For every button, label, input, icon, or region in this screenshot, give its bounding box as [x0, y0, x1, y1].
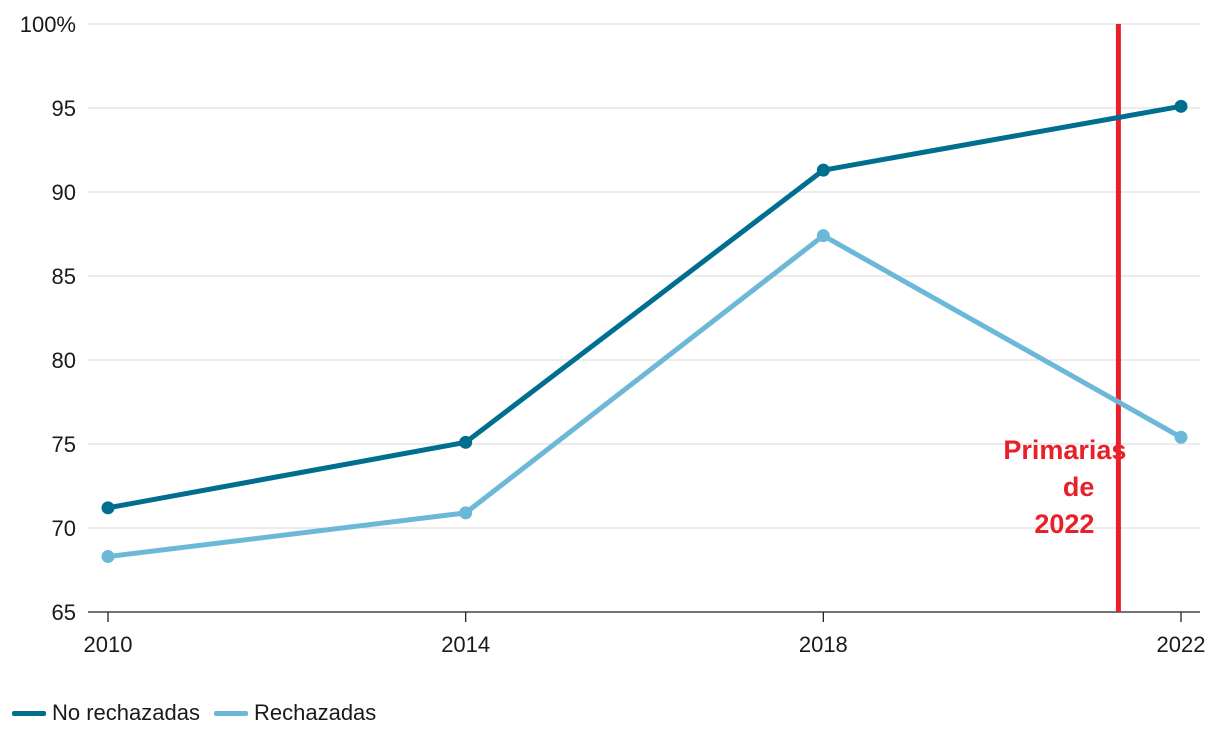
- series-lines: [101, 99, 1188, 564]
- x-tick-label: 2014: [441, 632, 490, 657]
- y-tick-label: 80: [52, 348, 76, 373]
- legend-label-no-rechazadas: No rechazadas: [52, 700, 200, 725]
- y-axis-labels: 65 70 75 80 85 90 95 100%: [20, 12, 76, 625]
- data-point-no-rechazadas: [459, 435, 473, 449]
- annotation-text-line: de: [1063, 472, 1095, 502]
- x-axis: 2010 2014 2018 2022: [84, 612, 1206, 657]
- y-tick-label: 95: [52, 96, 76, 121]
- legend-label-rechazadas: Rechazadas: [253, 700, 377, 725]
- legend: No rechazadas Rechazadas: [12, 700, 376, 726]
- annotation-text-line: Primarias: [1003, 435, 1126, 465]
- y-tick-label: 75: [52, 432, 76, 457]
- legend-item-rechazadas: Rechazadas: [213, 700, 377, 726]
- y-tick-label: 65: [52, 600, 76, 625]
- y-tick-label: 70: [52, 516, 76, 541]
- annotation-text-line: 2022: [1034, 509, 1094, 539]
- data-point-rechazadas: [1174, 430, 1188, 444]
- legend-item-no-rechazadas: No rechazadas: [12, 700, 200, 726]
- y-tick-label: 90: [52, 180, 76, 205]
- annotation-primarias-2022: Primarias de 2022: [1003, 24, 1126, 612]
- y-tick-label: 85: [52, 264, 76, 289]
- x-tick-label: 2022: [1157, 632, 1206, 657]
- series-line-no-rechazadas: [105, 103, 1184, 511]
- data-point-no-rechazadas: [101, 501, 115, 515]
- x-tick-label: 2010: [84, 632, 133, 657]
- gridlines: [88, 23, 1200, 613]
- y-tick-label: 100%: [20, 12, 76, 37]
- legend-swatch-rechazadas: [213, 710, 248, 716]
- series-line-rechazadas: [105, 233, 1184, 560]
- legend-swatch-no-rechazadas: [12, 710, 46, 716]
- data-point-no-rechazadas: [1174, 99, 1188, 113]
- data-point-rechazadas: [816, 229, 830, 243]
- data-point-no-rechazadas: [816, 163, 830, 177]
- x-tick-label: 2018: [799, 632, 848, 657]
- data-point-rechazadas: [459, 506, 473, 520]
- line-chart: 2010 2014 2018 2022 65 70 75 80 85 90 95 100% Prim…: [20, 12, 1206, 657]
- data-point-rechazadas: [101, 550, 115, 564]
